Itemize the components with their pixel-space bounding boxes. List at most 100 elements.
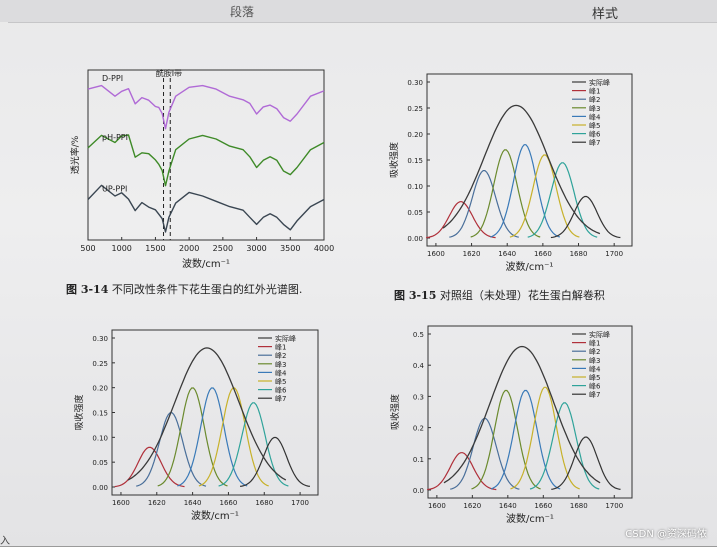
x-tick-label: 1680 bbox=[255, 499, 273, 507]
caption-text: 对照组（未处理）花生蛋白解卷积 bbox=[439, 289, 605, 302]
x-tick-label: 1700 bbox=[291, 499, 309, 507]
ruler bbox=[8, 22, 717, 23]
y-tick-label: 0.00 bbox=[407, 235, 423, 243]
x-tick-label: 1680 bbox=[570, 502, 588, 510]
y-axis-label: 透光率/% bbox=[69, 135, 81, 174]
peak-curve bbox=[510, 386, 580, 490]
peak-curve bbox=[509, 154, 580, 238]
peak-curve bbox=[490, 389, 561, 490]
series-label: UP-PPI bbox=[102, 185, 127, 194]
series-line-up-ppi bbox=[87, 184, 325, 233]
x-tick-label: 1500 bbox=[145, 244, 165, 253]
legend-entry: 峰4 bbox=[275, 368, 287, 377]
x-tick-label: 3000 bbox=[246, 244, 266, 253]
word-ribbon: 段落 样式 bbox=[0, 0, 717, 22]
y-tick-label: 0.20 bbox=[92, 385, 108, 393]
y-axis-label: 吸收强度 bbox=[388, 142, 400, 178]
legend-entry: 峰6 bbox=[275, 386, 287, 395]
x-axis-label: 波数/cm⁻¹ bbox=[182, 257, 230, 270]
figure-caption-3-15: 图 3-15 对照组（未处理）花生蛋白解卷积 bbox=[394, 287, 605, 303]
envelope-curve bbox=[442, 104, 601, 235]
series-line-d-ppi bbox=[87, 84, 325, 130]
ribbon-tab-styles[interactable]: 样式 bbox=[592, 7, 619, 22]
legend-entry: 峰1 bbox=[589, 339, 600, 348]
x-tick-label: 1620 bbox=[463, 502, 481, 510]
x-tick-label: 1680 bbox=[570, 250, 588, 258]
legend-entry: 峰3 bbox=[589, 356, 600, 365]
x-tick-label: 1660 bbox=[220, 499, 238, 507]
x-tick-label: 1660 bbox=[534, 250, 552, 258]
peak-curve bbox=[471, 389, 541, 490]
series-label: pH-PPI bbox=[102, 133, 128, 142]
legend-entry: 峰4 bbox=[589, 112, 601, 121]
peak-curve bbox=[551, 436, 621, 490]
legend-entry: 实际峰 bbox=[589, 330, 610, 339]
series-line-ph-ppi bbox=[87, 134, 325, 187]
legend-entry: 峰5 bbox=[589, 121, 600, 130]
y-tick-label: 0.25 bbox=[407, 105, 423, 113]
x-tick-label: 1640 bbox=[499, 502, 517, 510]
legend-entry: 峰6 bbox=[589, 382, 601, 391]
peak-curve bbox=[240, 436, 310, 487]
y-tick-label: 0.15 bbox=[407, 157, 423, 165]
y-tick-label: 0.05 bbox=[92, 459, 108, 467]
x-tick-label: 1700 bbox=[605, 250, 623, 258]
legend-entry: 峰2 bbox=[589, 95, 600, 104]
csdn-watermark: CSDN @资深码侬 bbox=[625, 529, 707, 540]
legend-entry: 峰7 bbox=[589, 138, 600, 147]
series-label: D-PPI bbox=[102, 74, 123, 83]
legend-entry: 峰7 bbox=[275, 394, 286, 403]
caption-text: 不同改性条件下花生蛋白的红外光谱图. bbox=[111, 283, 303, 296]
y-tick-label: 0.20 bbox=[407, 131, 423, 139]
legend-entry: 实际峰 bbox=[589, 78, 610, 87]
peak-curve bbox=[550, 195, 621, 239]
y-tick-label: 0.1 bbox=[413, 456, 424, 464]
y-axis-label: 吸收强度 bbox=[73, 394, 85, 430]
peak-curve bbox=[529, 402, 600, 490]
y-tick-label: 0.10 bbox=[92, 434, 108, 442]
peak-curve bbox=[470, 149, 541, 238]
peak-curve bbox=[114, 446, 185, 488]
legend-entry: 峰1 bbox=[589, 87, 600, 96]
y-tick-label: 0.4 bbox=[413, 362, 425, 370]
legend-entry: 峰7 bbox=[589, 390, 600, 399]
legend-entry: 峰5 bbox=[275, 377, 286, 386]
legend-entry: 峰5 bbox=[589, 373, 600, 382]
corner-glyph: 入 bbox=[0, 536, 10, 547]
peak-curve bbox=[218, 402, 289, 487]
peak-curve bbox=[490, 144, 560, 238]
x-axis-label: 波数/cm⁻¹ bbox=[191, 509, 239, 522]
x-axis-label: 波数/cm⁻¹ bbox=[506, 512, 554, 525]
legend-entry: 峰3 bbox=[589, 104, 600, 113]
plot-frame bbox=[427, 325, 633, 499]
caption-number: 图 3-15 bbox=[394, 289, 437, 302]
legend-entry: 峰4 bbox=[589, 364, 601, 373]
y-tick-label: 0.05 bbox=[407, 209, 423, 217]
x-tick-label: 500 bbox=[80, 244, 95, 253]
x-tick-label: 1700 bbox=[605, 502, 623, 510]
ribbon-tab-paragraph[interactable]: 段落 bbox=[230, 5, 255, 19]
y-tick-label: 0.30 bbox=[407, 79, 423, 87]
x-tick-label: 4000 bbox=[314, 244, 334, 253]
caption-number: 图 3-14 bbox=[66, 283, 109, 296]
y-tick-label: 0.0 bbox=[413, 487, 424, 495]
peak-curve bbox=[177, 387, 248, 487]
x-tick-label: 1640 bbox=[498, 250, 516, 258]
y-tick-label: 0.15 bbox=[92, 410, 108, 418]
y-tick-label: 0.3 bbox=[413, 393, 424, 401]
legend-entry: 峰2 bbox=[589, 347, 600, 356]
peak-curve bbox=[527, 162, 598, 238]
peak-curve bbox=[157, 387, 228, 487]
x-tick-label: 2000 bbox=[179, 244, 199, 253]
plot-frame bbox=[87, 69, 325, 241]
y-tick-label: 0.5 bbox=[413, 331, 424, 339]
x-tick-label: 1660 bbox=[534, 502, 552, 510]
x-axis-label: 波数/cm⁻¹ bbox=[506, 260, 554, 273]
x-tick-label: 2500 bbox=[213, 244, 233, 253]
y-tick-label: 0.25 bbox=[92, 360, 108, 368]
y-axis-label: 吸收强度 bbox=[389, 394, 401, 430]
